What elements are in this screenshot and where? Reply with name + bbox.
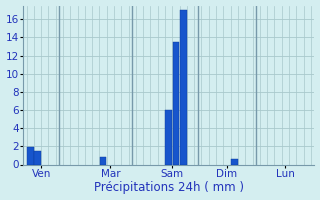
X-axis label: Précipitations 24h ( mm ): Précipitations 24h ( mm ) [94,181,244,194]
Bar [34,151,41,164]
Bar [180,10,187,164]
Bar [27,147,34,164]
Bar [173,42,179,164]
Bar [100,157,107,164]
Bar [231,159,237,164]
Bar [165,110,172,164]
